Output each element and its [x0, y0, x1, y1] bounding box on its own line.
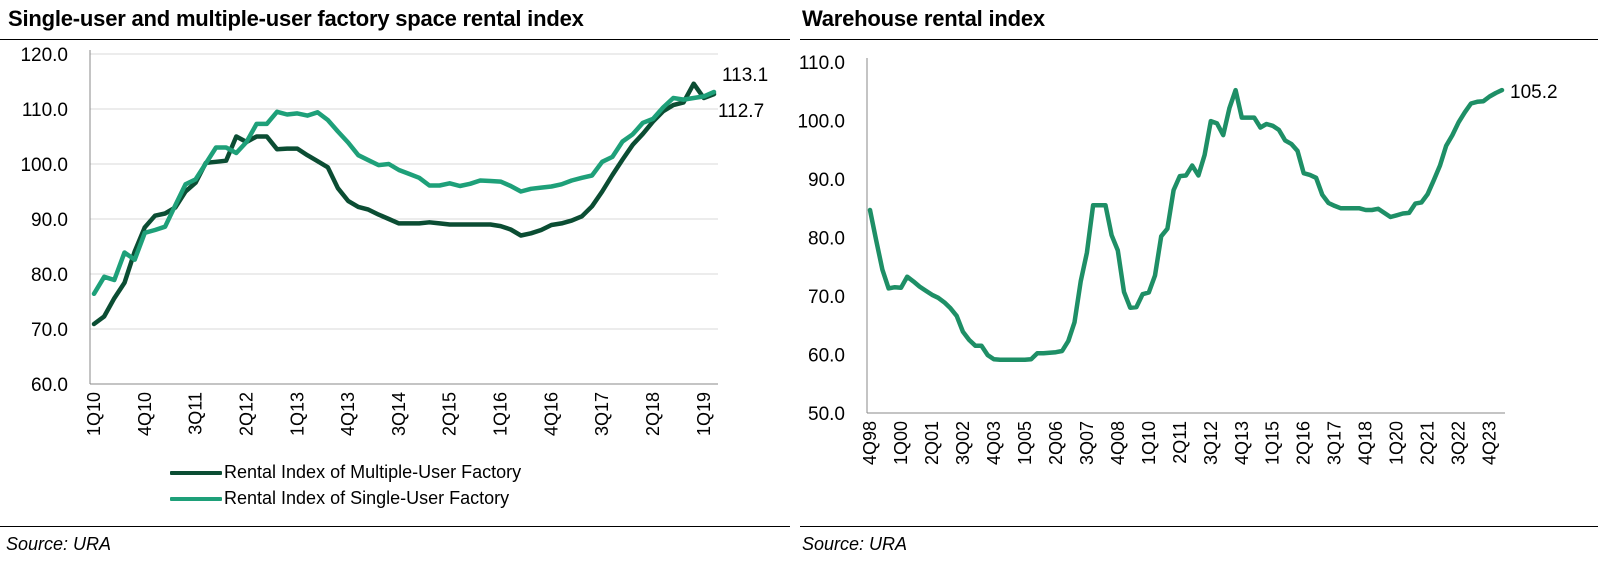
left-x-tick-label: 1Q10	[84, 392, 104, 436]
left-x-tick-label: 1Q16	[491, 392, 511, 436]
left-x-tick-label: 1Q13	[287, 392, 307, 436]
legend-item-multiple-user: Rental Index of Multiple-User Factory	[170, 462, 521, 483]
left-y-tick-label: 120.0	[20, 45, 68, 66]
right-x-tick-label: 2Q06	[1046, 421, 1066, 465]
left-series-line-1	[91, 89, 717, 297]
legend-swatch-multiple-user	[170, 471, 222, 476]
left-x-tick-label: 4Q16	[541, 392, 561, 436]
left-y-tick-label: 70.0	[31, 320, 68, 341]
left-x-tick-label: 2Q18	[643, 392, 663, 436]
left-y-tick-label: 80.0	[31, 265, 68, 286]
right-x-tick-label: 4Q13	[1232, 421, 1252, 465]
right-chart-panel: Warehouse rental index 50.0 60.0 70.0 80.0 9…	[797, 0, 1598, 563]
right-x-tick-label: 3Q17	[1325, 421, 1345, 465]
right-x-tick-label: 4Q23	[1480, 421, 1500, 465]
left-y-tick-label: 110.0	[22, 100, 68, 121]
left-x-tick-label: 4Q13	[338, 392, 358, 436]
right-x-tick-label: 2Q21	[1418, 421, 1438, 465]
right-y-tick-label: 110.0	[799, 53, 845, 74]
right-x-tick-label: 4Q98	[860, 421, 880, 465]
left-y-tick-label: 100.0	[20, 155, 68, 176]
right-x-tick-label: 1Q20	[1387, 421, 1407, 465]
left-x-tick-label: 2Q12	[236, 392, 256, 436]
left-x-tick-label: 2Q15	[440, 392, 460, 436]
left-x-tick-label: 1Q19	[694, 392, 714, 436]
right-x-tick-label: 4Q18	[1356, 421, 1376, 465]
right-x-tick-label: 3Q07	[1077, 421, 1097, 465]
left-end-label-single: 113.1	[722, 65, 768, 86]
right-x-tick-label: 2Q01	[922, 421, 942, 465]
left-bottom-rule	[0, 526, 790, 527]
right-x-tick-label: 1Q05	[1015, 421, 1035, 465]
right-x-tick-label: 1Q10	[1139, 421, 1159, 465]
right-bottom-rule	[800, 526, 1598, 527]
left-source-note: Source: URA	[6, 534, 112, 554]
legend-swatch-single-user	[170, 497, 222, 502]
right-x-tick-label: 4Q08	[1108, 421, 1128, 465]
left-line-chart: 60.0 70.0 80.0 90.0 100.0 110.0 120.0 1Q10 4Q10 3…	[20, 45, 768, 436]
right-y-tick-label: 60.0	[808, 346, 845, 367]
left-end-label-multiple: 112.7	[718, 101, 764, 122]
right-x-tick-label: 2Q11	[1170, 421, 1190, 464]
left-top-rule	[0, 39, 790, 40]
left-chart-title: Single-user and multiple-user factory sp…	[8, 6, 584, 31]
right-y-tick-label: 70.0	[808, 287, 845, 308]
left-y-tick-label: 60.0	[31, 375, 68, 396]
left-x-tick-label: 3Q14	[389, 392, 409, 436]
left-chart-panel: Single-user and multiple-user factory sp…	[0, 0, 790, 563]
right-y-tick-label: 80.0	[808, 229, 845, 250]
right-x-tick-label: 3Q22	[1449, 421, 1469, 465]
right-top-rule	[800, 39, 1598, 40]
right-end-label-warehouse: 105.2	[1510, 82, 1558, 103]
right-series-line-0	[867, 87, 1505, 363]
left-x-tick-label: 3Q17	[592, 392, 612, 436]
right-y-tick-label: 100.0	[797, 112, 845, 133]
legend-label-multiple-user: Rental Index of Multiple-User Factory	[224, 462, 522, 482]
legend-item-single-user: Rental Index of Single-User Factory	[170, 488, 509, 509]
legend-label-single-user: Rental Index of Single-User Factory	[224, 488, 510, 508]
left-y-tick-label: 90.0	[31, 210, 68, 231]
right-x-tick-label: 2Q16	[1294, 421, 1314, 465]
right-x-tick-label: 1Q15	[1263, 421, 1283, 465]
right-x-tick-label: 3Q02	[953, 421, 973, 465]
right-line-chart: 50.0 60.0 70.0 80.0 90.0 100.0 110.0 4Q98 1Q00 2Q…	[797, 53, 1558, 465]
right-y-tick-label: 90.0	[808, 170, 845, 191]
right-source-note: Source: URA	[802, 534, 908, 554]
left-series-line-0	[91, 81, 717, 327]
right-x-tick-label: 4Q03	[984, 421, 1004, 465]
left-x-tick-label: 3Q11	[186, 392, 206, 435]
right-x-tick-label: 1Q00	[891, 421, 911, 465]
right-chart-title: Warehouse rental index	[802, 6, 1045, 31]
left-x-tick-label: 4Q10	[135, 392, 155, 436]
right-x-tick-label: 3Q12	[1201, 421, 1221, 465]
right-y-tick-label: 50.0	[808, 404, 845, 425]
